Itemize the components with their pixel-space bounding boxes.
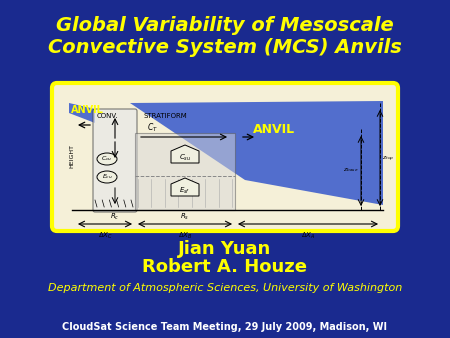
Text: CONV.: CONV. bbox=[97, 113, 118, 119]
Text: $E_{cu}$: $E_{cu}$ bbox=[102, 173, 112, 182]
Text: Convective System (MCS) Anvils: Convective System (MCS) Anvils bbox=[48, 38, 402, 57]
Text: ANVIL: ANVIL bbox=[71, 105, 104, 115]
Polygon shape bbox=[130, 101, 383, 205]
Text: $C_{cu}$: $C_{cu}$ bbox=[101, 154, 112, 164]
Polygon shape bbox=[69, 103, 95, 123]
Text: HEIGHT: HEIGHT bbox=[69, 144, 75, 168]
FancyBboxPatch shape bbox=[93, 109, 137, 212]
Text: $\Delta X_A$: $\Delta X_A$ bbox=[301, 231, 315, 241]
Text: Jian Yuan: Jian Yuan bbox=[178, 240, 272, 258]
Bar bbox=[135, 133, 235, 210]
Polygon shape bbox=[171, 145, 199, 163]
Text: $\Delta X_C$: $\Delta X_C$ bbox=[98, 231, 112, 241]
Text: $z_{base}$: $z_{base}$ bbox=[343, 167, 359, 174]
Text: CloudSat Science Team Meeting, 29 July 2009, Madison, WI: CloudSat Science Team Meeting, 29 July 2… bbox=[63, 322, 387, 332]
Text: $C_{su}$: $C_{su}$ bbox=[179, 153, 191, 163]
Text: ANVIL: ANVIL bbox=[253, 123, 295, 136]
Polygon shape bbox=[171, 178, 199, 196]
Text: Robert A. Houze: Robert A. Houze bbox=[143, 258, 307, 276]
Text: $R_c$: $R_c$ bbox=[110, 212, 120, 222]
FancyBboxPatch shape bbox=[52, 83, 398, 231]
Text: $C_T$: $C_T$ bbox=[147, 121, 158, 134]
Text: Department of Atmospheric Sciences, University of Washington: Department of Atmospheric Sciences, Univ… bbox=[48, 283, 402, 293]
Text: STRATIFORM: STRATIFORM bbox=[143, 113, 187, 119]
Text: $E_{sf}$: $E_{sf}$ bbox=[180, 186, 191, 196]
Ellipse shape bbox=[97, 171, 117, 183]
Text: Global Variability of Mesoscale: Global Variability of Mesoscale bbox=[56, 16, 394, 35]
Text: $R_s$: $R_s$ bbox=[180, 212, 189, 222]
Text: $\Delta X_B$: $\Delta X_B$ bbox=[178, 231, 192, 241]
Text: $z_{top}$: $z_{top}$ bbox=[382, 155, 394, 164]
Ellipse shape bbox=[97, 153, 117, 165]
